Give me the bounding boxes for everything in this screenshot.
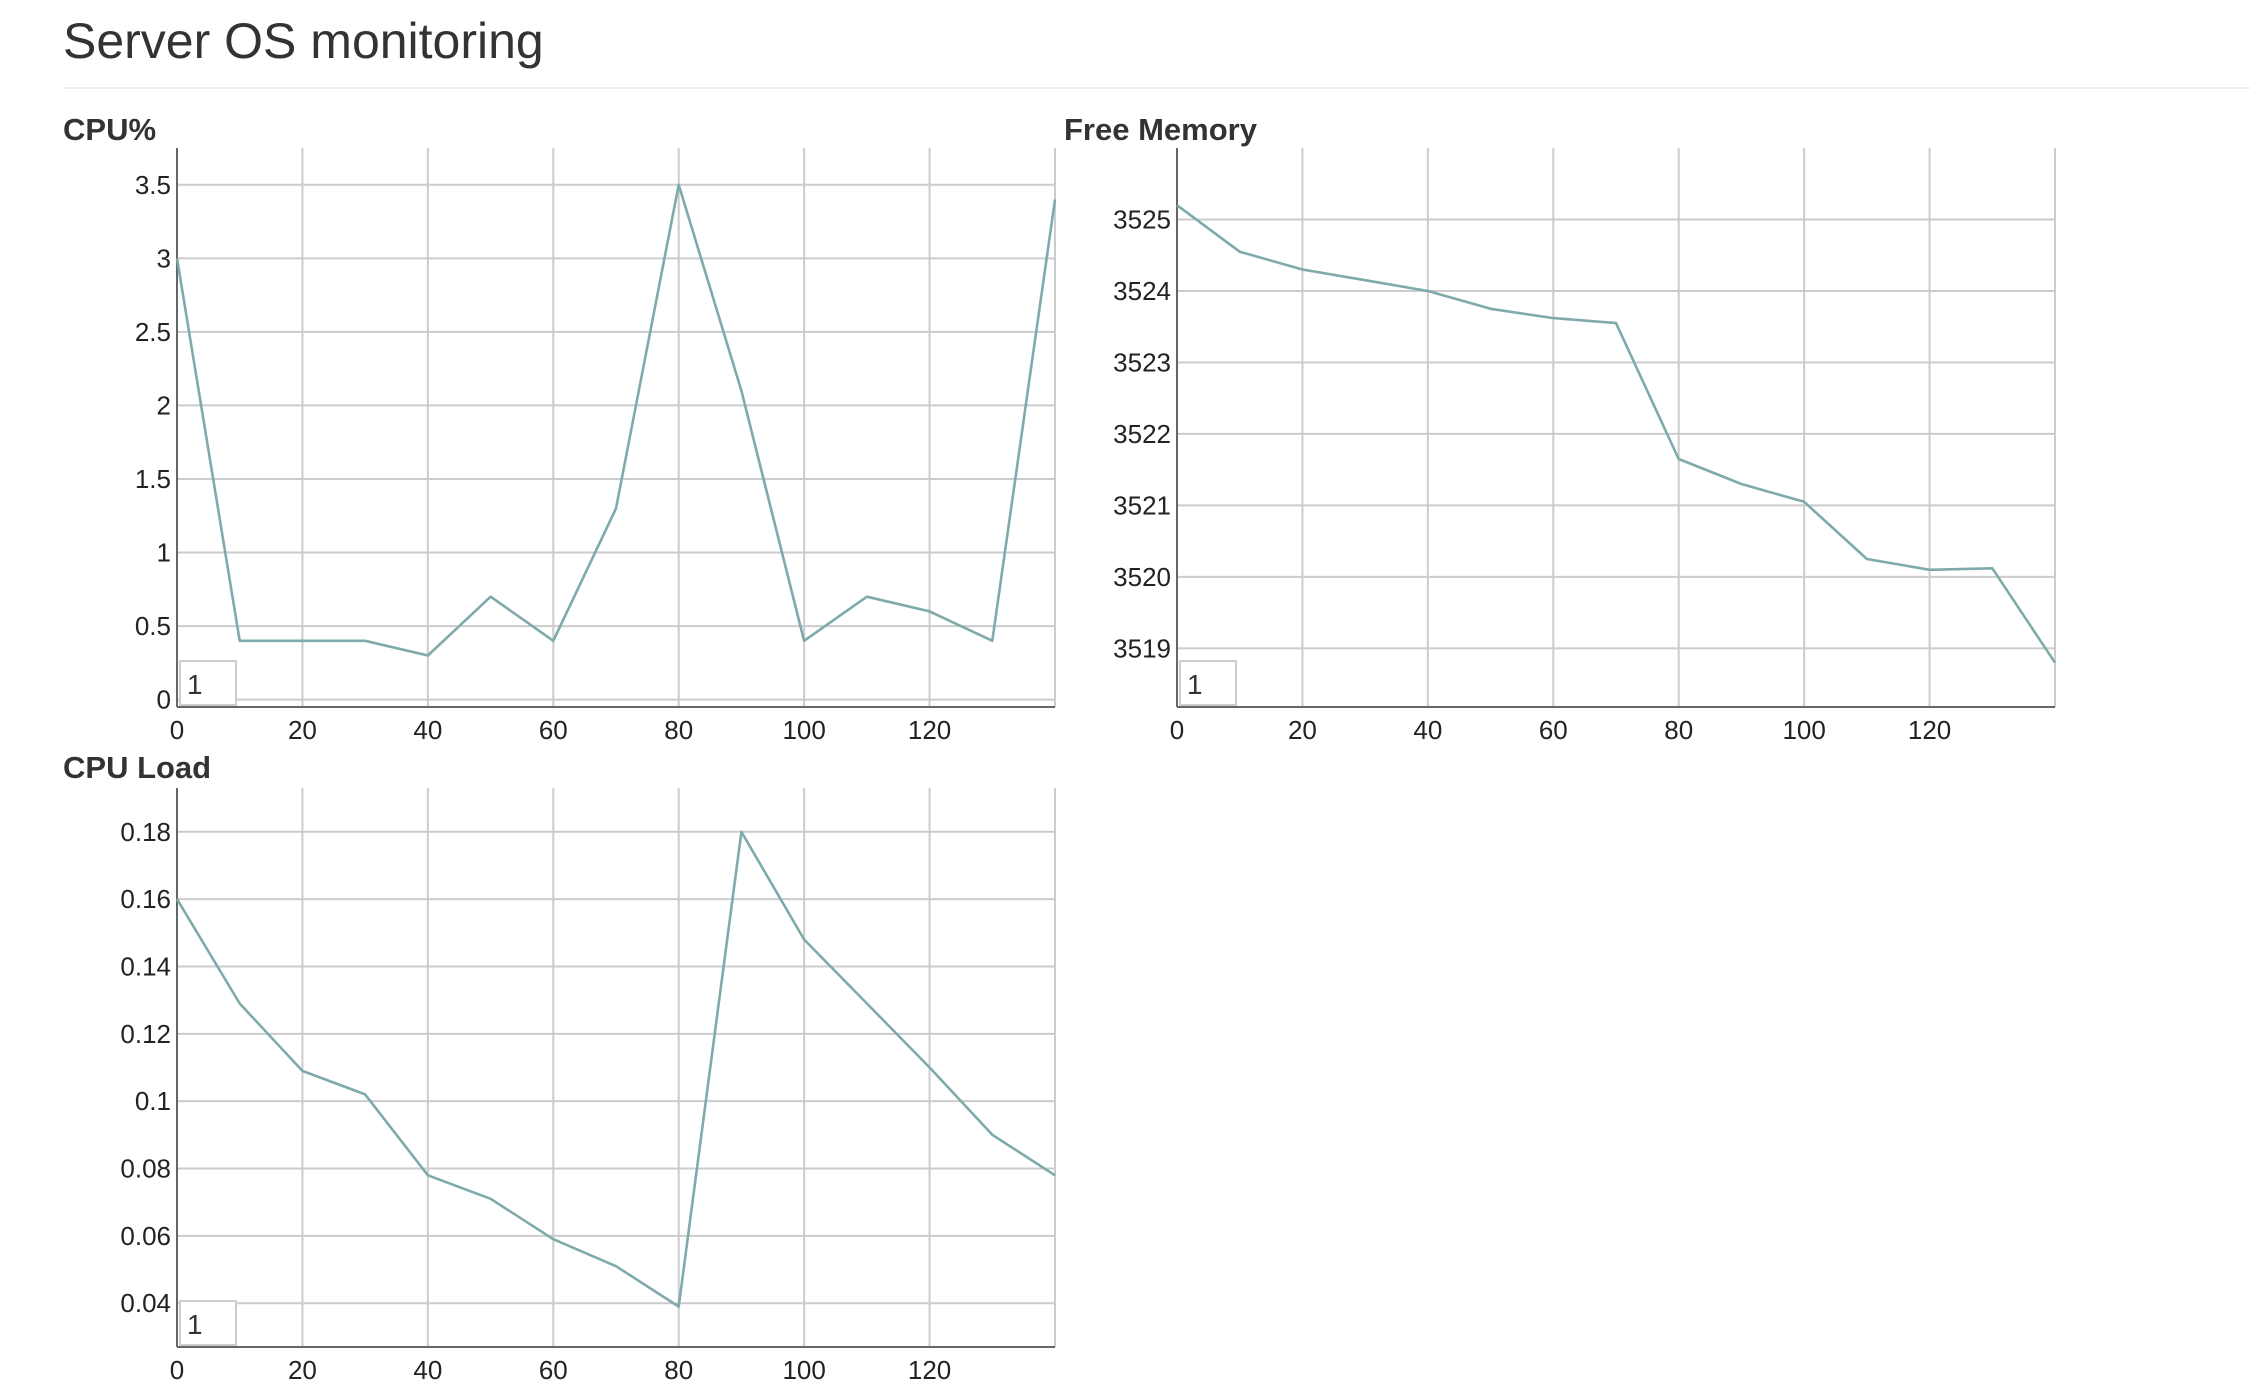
x-tick-label: 40 (1413, 715, 1442, 745)
page-title: Server OS monitoring (63, 12, 544, 70)
y-tick-label: 0.14 (120, 951, 171, 981)
x-tick-label: 0 (1170, 715, 1184, 745)
y-tick-label: 3525 (1113, 204, 1171, 234)
y-tick-label: 0.12 (120, 1019, 171, 1049)
y-tick-label: 0.5 (135, 611, 171, 641)
x-tick-label: 100 (782, 1355, 825, 1385)
y-tick-label: 3520 (1113, 562, 1171, 592)
x-tick-label: 20 (1288, 715, 1317, 745)
cpu-load-chart: 0 20 40 60 80 100 120 0.04 0.06 0.08 0.1 0.12 0.14 0.… (100, 780, 1160, 1400)
y-tick-label: 3523 (1113, 347, 1171, 377)
x-tick-label: 20 (288, 715, 317, 745)
series-line (177, 185, 1055, 656)
legend-label: 1 (1187, 669, 1203, 700)
x-tick-label: 120 (908, 715, 951, 745)
y-tick-label: 0.08 (120, 1154, 171, 1184)
legend: 1 (1180, 661, 1236, 705)
y-tick-label: 2.5 (135, 317, 171, 347)
x-tick-label: 100 (782, 715, 825, 745)
y-tick-label: 0.16 (120, 884, 171, 914)
x-tick-label: 40 (413, 715, 442, 745)
y-tick-label: 1.5 (135, 464, 171, 494)
x-tick-label: 120 (908, 1355, 951, 1385)
free-memory-chart: 0 20 40 60 80 100 120 3519 3520 3521 3522 3523 3524 3… (1090, 140, 2070, 860)
cpu-percent-chart: 0 20 40 60 80 100 120 0 0.5 1 1.5 2 2.5 3 3.5 1 (100, 140, 1160, 860)
y-tick-label: 3522 (1113, 419, 1171, 449)
y-tick-label: 0.06 (120, 1221, 171, 1251)
y-tick-label: 2 (157, 390, 171, 420)
x-tick-label: 40 (413, 1355, 442, 1385)
y-tick-label: 0 (157, 685, 171, 715)
y-tick-label: 0.1 (135, 1086, 171, 1116)
x-tick-label: 100 (1782, 715, 1825, 745)
y-tick-label: 0.18 (120, 817, 171, 847)
x-tick-label: 80 (664, 1355, 693, 1385)
title-divider (63, 87, 2250, 89)
y-tick-label: 0.04 (120, 1288, 171, 1318)
y-tick-label: 3.5 (135, 170, 171, 200)
y-tick-label: 3524 (1113, 276, 1171, 306)
x-tick-label: 0 (170, 1355, 184, 1385)
y-tick-label: 3 (157, 243, 171, 273)
x-tick-label: 80 (1664, 715, 1693, 745)
x-tick-label: 20 (288, 1355, 317, 1385)
legend-label: 1 (187, 669, 203, 700)
x-tick-label: 60 (1539, 715, 1568, 745)
legend: 1 (180, 1301, 236, 1345)
x-tick-label: 60 (539, 1355, 568, 1385)
x-tick-label: 120 (1908, 715, 1951, 745)
y-tick-label: 3521 (1113, 490, 1171, 520)
legend: 1 (180, 661, 236, 705)
legend-label: 1 (187, 1309, 203, 1340)
y-tick-label: 3519 (1113, 633, 1171, 663)
x-tick-label: 0 (170, 715, 184, 745)
x-tick-label: 60 (539, 715, 568, 745)
x-tick-label: 80 (664, 715, 693, 745)
y-tick-label: 1 (157, 538, 171, 568)
